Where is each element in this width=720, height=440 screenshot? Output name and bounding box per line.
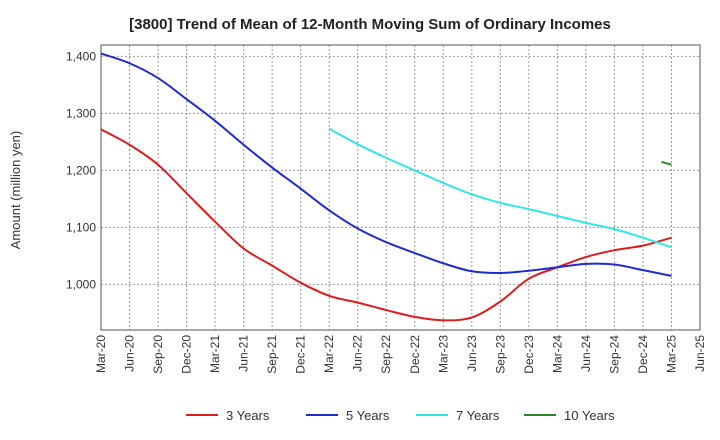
legend: 3 Years 5 Years 7 Years 10 Years <box>186 408 615 423</box>
x-tick-label: Mar-22 <box>322 335 336 373</box>
x-tick-label: Sep-24 <box>607 335 621 374</box>
x-tick-label: Mar-21 <box>208 335 222 373</box>
x-tick-label: Dec-23 <box>522 335 536 374</box>
y-axis-label: Amount (million yen) <box>8 131 23 250</box>
x-tick-label: Sep-21 <box>265 335 279 374</box>
x-tick-label: Mar-23 <box>436 335 450 373</box>
x-tick-label: Dec-22 <box>408 335 422 374</box>
plot-border <box>100 44 701 331</box>
y-axis-ticks: 1,000 1,100 1,200 1,300 1,400 <box>66 49 96 291</box>
y-tick-label: 1,200 <box>66 163 96 177</box>
series-line-0 <box>100 128 672 322</box>
x-tick-label: Jun-21 <box>237 335 251 372</box>
x-tick-label: Jun-22 <box>351 335 365 372</box>
y-tick-label: 1,300 <box>66 106 96 120</box>
gridlines <box>101 45 700 330</box>
legend-label-0: 3 Years <box>226 408 270 423</box>
legend-label-3: 10 Years <box>564 408 615 423</box>
series-line-2 <box>328 127 672 249</box>
x-tick-label: Dec-20 <box>180 335 194 374</box>
y-tick-label: 1,100 <box>66 220 96 234</box>
legend-label-1: 5 Years <box>346 408 390 423</box>
x-tick-label: Mar-20 <box>94 335 108 373</box>
x-tick-label: Dec-21 <box>294 335 308 374</box>
x-tick-label: Mar-24 <box>550 335 564 373</box>
x-tick-label: Jun-20 <box>123 335 137 372</box>
y-tick-label: 1,400 <box>66 49 96 63</box>
series-line-3 <box>661 160 672 166</box>
y-tick-label: 1,000 <box>66 277 96 291</box>
x-tick-label: Sep-23 <box>493 335 507 374</box>
plot-area <box>100 44 701 331</box>
x-tick-label: Jun-23 <box>465 335 479 372</box>
series-lines <box>100 52 672 322</box>
x-tick-label: Mar-25 <box>664 335 678 373</box>
x-tick-label: Sep-22 <box>379 335 393 374</box>
x-tick-label: Dec-24 <box>636 335 650 374</box>
series-line-1 <box>100 52 672 277</box>
x-tick-label: Jun-25 <box>693 335 707 372</box>
legend-label-2: 7 Years <box>456 408 500 423</box>
chart-title: [3800] Trend of Mean of 12-Month Moving … <box>129 16 611 33</box>
x-tick-label: Sep-20 <box>151 335 165 374</box>
x-axis-ticks: Mar-20 Jun-20 Sep-20 Dec-20 Mar-21 Jun-21 Sep-… <box>94 335 707 374</box>
x-tick-label: Jun-24 <box>579 335 593 372</box>
